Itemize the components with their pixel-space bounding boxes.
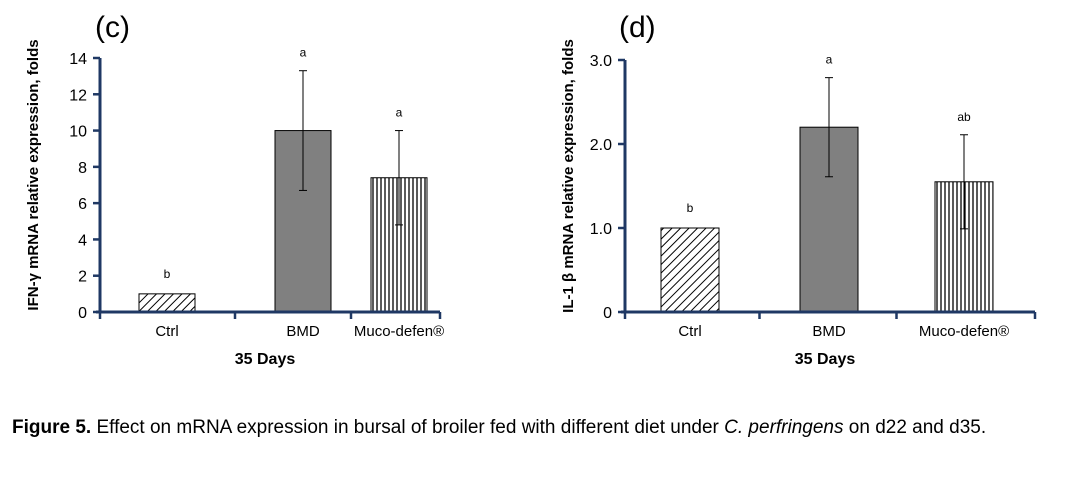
caption-text-2: on d22 and d35. <box>843 417 987 438</box>
x-tick-label-3: Muco-defen® <box>354 323 444 340</box>
y-tick-label-6: 12 <box>69 87 87 104</box>
bar-1 <box>138 293 196 313</box>
significance-letter-1: b <box>164 267 171 281</box>
caption-italic: C. perfringens <box>724 417 844 438</box>
x-tick-label-2: BMD <box>812 323 846 340</box>
x-axis-title: 35 Days <box>795 351 856 368</box>
chart-panel-d: (d) IL-1 β mRNA relative expression, fold… <box>560 11 1037 368</box>
x-axis-title: 35 Days <box>235 351 296 368</box>
significance-letter-3: ab <box>957 110 971 124</box>
caption-label: Figure 5. <box>12 417 92 438</box>
y-tick-label-7: 14 <box>69 51 87 68</box>
chart-panel-c: (c) IFN-γ mRNA relative expression, folds… <box>25 11 444 368</box>
y-tick-label-3: 6 <box>78 196 87 213</box>
y-tick-label-1: 2 <box>78 269 87 286</box>
y-tick-label-0: 0 <box>78 305 87 322</box>
y-tick-label-4: 8 <box>78 160 87 177</box>
significance-letter-3: a <box>396 106 403 120</box>
significance-letter-2: a <box>300 46 307 60</box>
panel-label: (c) <box>95 11 130 44</box>
caption-text-1: Effect on mRNA expression in bursal of b… <box>91 417 725 438</box>
significance-letter-1: b <box>687 201 694 215</box>
x-tick-label-1: Ctrl <box>155 323 178 340</box>
y-tick-label-2: 2.0 <box>590 137 612 154</box>
x-tick-label-3: Muco-defen® <box>919 323 1009 340</box>
significance-letter-2: a <box>826 53 833 67</box>
y-tick-label-3: 3.0 <box>590 53 612 70</box>
panel-label: (d) <box>619 11 656 44</box>
y-tick-label-0: 0 <box>603 305 612 322</box>
y-axis-title: IFN-γ mRNA relative expression, folds <box>25 39 42 310</box>
bar-1 <box>660 227 720 313</box>
y-tick-label-5: 10 <box>69 124 87 141</box>
y-axis-title: IL-1 β mRNA relative expression, folds <box>560 39 577 313</box>
y-tick-label-1: 1.0 <box>590 221 612 238</box>
figure-caption: Figure 5. Effect on mRNA expression in b… <box>12 406 1072 449</box>
x-tick-label-1: Ctrl <box>678 323 701 340</box>
y-tick-label-2: 4 <box>78 232 87 249</box>
x-tick-label-2: BMD <box>286 323 320 340</box>
